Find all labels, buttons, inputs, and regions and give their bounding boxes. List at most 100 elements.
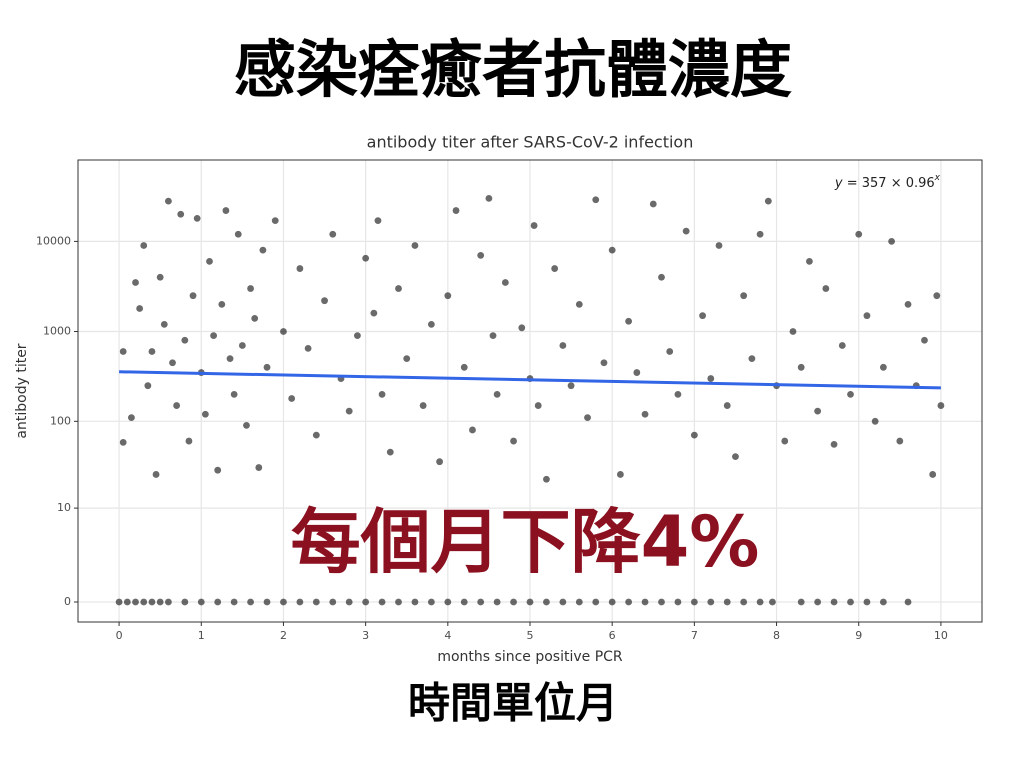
chart-title: antibody titer after SARS-CoV-2 infectio… [367, 133, 694, 152]
point [123, 598, 131, 606]
x-tick-label: 6 [609, 629, 616, 642]
point [128, 414, 135, 422]
eq-exp: x [934, 173, 941, 183]
x-tick-label: 0 [116, 629, 123, 642]
point [395, 598, 402, 606]
point [160, 320, 168, 328]
point [493, 598, 501, 606]
point [699, 312, 706, 320]
point [411, 242, 419, 249]
point [769, 598, 776, 606]
point [477, 598, 485, 606]
point [493, 390, 501, 398]
point [559, 598, 567, 606]
point [362, 254, 370, 262]
slide-title: 感染痊癒者抗體濃度 [234, 33, 792, 106]
point [904, 598, 912, 606]
eq-y: y [834, 176, 843, 191]
point [723, 598, 731, 606]
point [206, 258, 213, 265]
point [427, 320, 435, 328]
point [370, 309, 378, 317]
point [526, 598, 534, 606]
point [534, 402, 542, 409]
point [707, 598, 715, 606]
point [362, 598, 370, 606]
point [238, 342, 246, 349]
point [312, 598, 320, 606]
point [304, 344, 312, 352]
point [732, 453, 739, 461]
y-tick-label: 1000 [43, 325, 71, 338]
point [781, 437, 789, 445]
point [386, 448, 394, 456]
point [181, 336, 189, 344]
point [165, 598, 172, 606]
point [649, 200, 657, 208]
point [608, 598, 616, 606]
point [592, 196, 600, 204]
point [625, 598, 633, 606]
point [218, 301, 226, 308]
point [271, 217, 279, 225]
point [748, 355, 756, 363]
point [193, 214, 201, 222]
point [871, 417, 879, 425]
x-tick-label: 10 [934, 629, 948, 642]
point [723, 402, 731, 409]
point [296, 265, 304, 272]
point [469, 426, 476, 434]
point [132, 279, 139, 286]
point [822, 285, 830, 292]
point [460, 598, 468, 606]
point [707, 375, 715, 382]
point [132, 598, 139, 606]
point [830, 598, 838, 606]
point [855, 230, 863, 238]
point [863, 598, 871, 606]
point [222, 207, 230, 214]
point [214, 466, 222, 474]
point [674, 390, 682, 398]
point [201, 410, 209, 418]
point [797, 363, 805, 371]
point [543, 475, 550, 483]
x-axis-label: months since positive PCR [437, 649, 623, 665]
point [345, 407, 353, 415]
point [247, 285, 254, 292]
point [575, 598, 583, 606]
overlay-text: 每個月下降4% [291, 501, 760, 583]
point [181, 598, 189, 606]
point [444, 292, 452, 300]
point [345, 598, 353, 606]
point [674, 598, 682, 606]
point [756, 598, 764, 606]
point [259, 246, 267, 254]
point [863, 312, 871, 320]
point [197, 598, 205, 606]
point [543, 598, 550, 606]
point [608, 246, 616, 254]
point [230, 598, 238, 606]
footer-text: 時間單位月 [408, 679, 618, 728]
y-tick-label: 10 [57, 501, 71, 514]
point [119, 438, 127, 446]
point [921, 336, 928, 344]
point [584, 414, 591, 422]
point [312, 431, 320, 439]
point [477, 251, 485, 259]
point [658, 598, 665, 606]
point [156, 273, 164, 281]
fit-line [119, 370, 941, 390]
point [115, 598, 123, 606]
point [530, 222, 538, 229]
point [436, 458, 443, 466]
point [485, 194, 493, 202]
point [148, 598, 156, 606]
y-axis-label: antibody titer [14, 343, 30, 438]
point [658, 273, 665, 281]
point [354, 332, 361, 340]
x-tick-label: 5 [527, 629, 534, 642]
point [378, 390, 386, 398]
